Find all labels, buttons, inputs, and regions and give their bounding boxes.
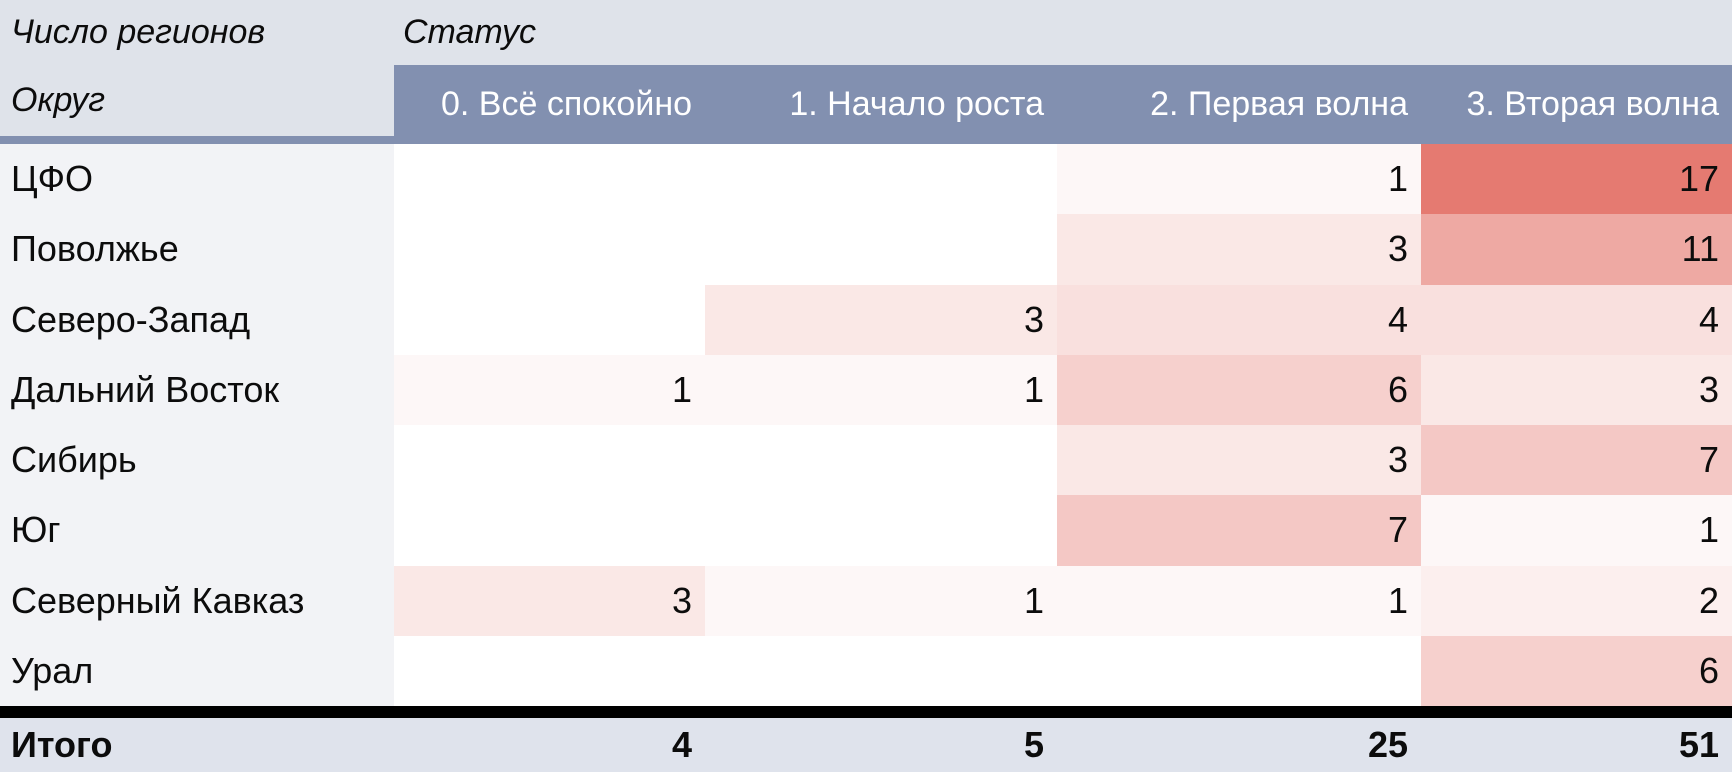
value-cell[interactable]: 1 [1057,565,1421,636]
value-cell[interactable] [394,284,705,355]
value-cell[interactable]: 1 [705,354,1057,425]
row-label[interactable]: ЦФО [0,144,394,215]
value-cell[interactable]: 11 [1421,214,1732,285]
column-header[interactable]: 3. Вторая волна [1421,65,1732,144]
value-cell[interactable]: 4 [1421,284,1732,355]
total-value-cell: 51 [1421,718,1732,772]
value-cell[interactable] [705,495,1057,566]
total-value-cell: 25 [1057,718,1421,772]
totals-divider [0,706,1732,718]
value-cell[interactable] [705,425,1057,496]
value-cell[interactable]: 1 [394,354,705,425]
value-cell[interactable]: 3 [1057,425,1421,496]
value-cell[interactable] [394,214,705,285]
value-cell[interactable]: 6 [1057,354,1421,425]
district-dimension-label: Округ [0,65,394,144]
value-cell[interactable]: 3 [1057,214,1421,285]
value-cell[interactable]: 7 [1057,495,1421,566]
value-cell[interactable]: 2 [1421,565,1732,636]
value-cell[interactable]: 4 [1057,284,1421,355]
total-value-cell: 5 [705,718,1057,772]
value-cell[interactable]: 1 [1421,495,1732,566]
column-header[interactable]: 2. Первая волна [1057,65,1421,144]
row-label[interactable]: Урал [0,635,394,706]
value-cell[interactable]: 3 [394,565,705,636]
value-cell[interactable] [394,495,705,566]
value-cell[interactable]: 3 [1421,354,1732,425]
value-cell[interactable] [705,144,1057,215]
value-cell[interactable] [705,214,1057,285]
row-label[interactable]: Северный Кавказ [0,565,394,636]
total-value-cell: 4 [394,718,705,772]
value-cell[interactable]: 6 [1421,635,1732,706]
value-cell[interactable] [1057,635,1421,706]
status-dimension-label: Статус [394,0,1732,65]
column-header[interactable]: 0. Всё спокойно [394,65,705,144]
column-header[interactable]: 1. Начало роста [705,65,1057,144]
row-label[interactable]: Сибирь [0,425,394,496]
value-cell[interactable] [705,635,1057,706]
totals-label: Итого [0,718,394,772]
value-cell[interactable] [394,635,705,706]
value-cell[interactable]: 1 [705,565,1057,636]
value-cell[interactable] [394,144,705,215]
value-cell[interactable] [394,425,705,496]
row-label[interactable]: Юг [0,495,394,566]
value-cell[interactable]: 1 [1057,144,1421,215]
value-cell[interactable]: 17 [1421,144,1732,215]
row-label[interactable]: Северо-Запад [0,284,394,355]
value-cell[interactable]: 3 [705,284,1057,355]
row-label[interactable]: Дальний Восток [0,354,394,425]
measure-title: Число регионов [0,0,394,65]
value-cell[interactable]: 7 [1421,425,1732,496]
row-label[interactable]: Поволжье [0,214,394,285]
